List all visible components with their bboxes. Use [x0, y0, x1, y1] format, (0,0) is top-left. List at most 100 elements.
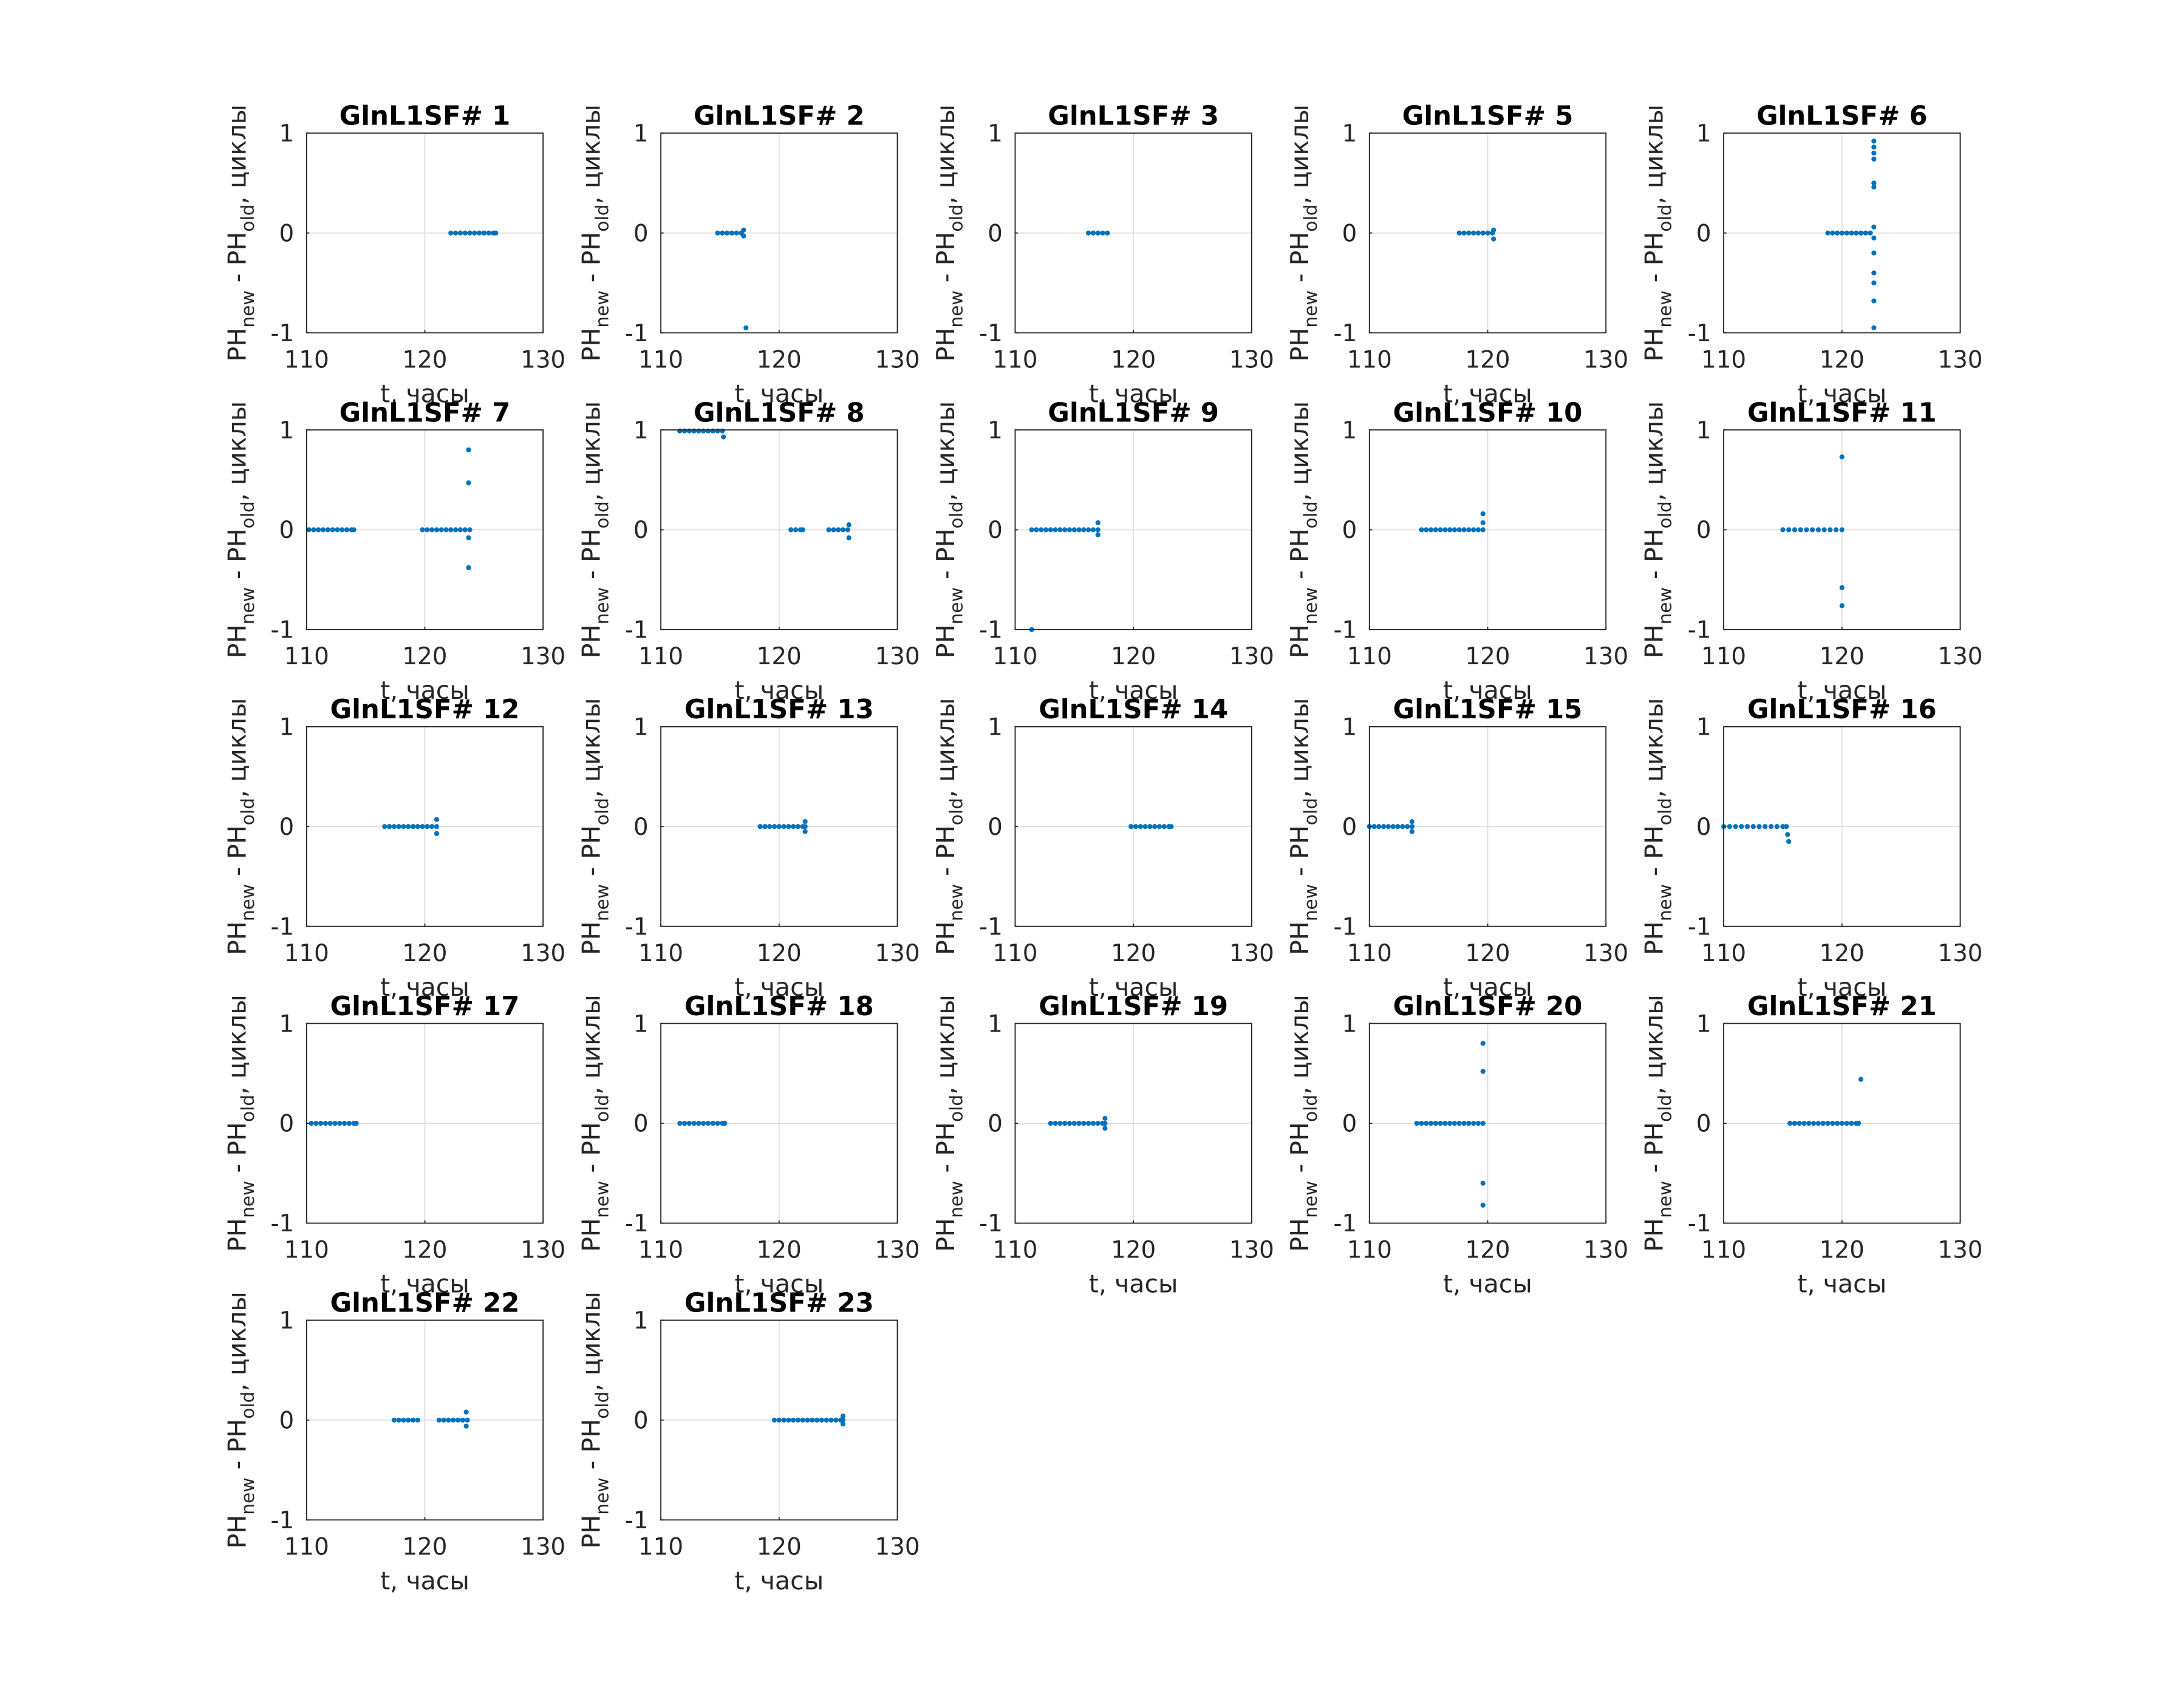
y-tick-label: -1: [1688, 617, 1712, 644]
scatter-point: [476, 230, 482, 236]
y-tick-label: 0: [1696, 1111, 1712, 1138]
y-label-subscript: old: [237, 501, 259, 528]
scatter-point: [472, 230, 477, 236]
scatter-point: [1854, 230, 1859, 236]
subplot-title: GlnL1SF# 18: [684, 992, 874, 1022]
x-tick-label: 110: [992, 940, 1037, 967]
subplot: 110 120 130 -1 0 1 t, часы PHnew - PHold, циклы…: [577, 695, 920, 1002]
x-tick-label: 110: [992, 643, 1037, 670]
x-tick-label: 130: [521, 1533, 565, 1560]
scatter-point: [1839, 527, 1845, 532]
x-axis-label: t, часы: [734, 1270, 824, 1299]
subplot-title: GlnL1SF# 1: [340, 101, 511, 132]
y-tick-label: 1: [1342, 1010, 1357, 1038]
scatter-point: [741, 233, 746, 239]
scatter-point: [1780, 824, 1786, 829]
scatter-point: [1419, 527, 1424, 532]
scatter-point: [1409, 824, 1415, 829]
x-axis-label: t, часы: [734, 1566, 824, 1595]
subplot-title: GlnL1SF# 9: [1048, 398, 1219, 428]
y-label-part: PH: [222, 1515, 251, 1549]
x-tick-label: 110: [284, 940, 329, 967]
y-label-part: PH: [222, 625, 251, 659]
scatter-point: [1428, 1120, 1434, 1126]
scatter-point: [1825, 1120, 1831, 1126]
y-label-part: - PH: [222, 1122, 251, 1181]
scatter-point: [771, 824, 777, 829]
subplot: 110 120 130 -1 0 1 t, часы PHnew - PHold, циклы…: [577, 398, 920, 705]
x-axis-label: t, часы: [1797, 676, 1886, 705]
scatter-point: [1871, 156, 1877, 162]
scatter-point: [1825, 230, 1831, 236]
scatter-point: [776, 824, 782, 829]
x-tick-label: 130: [1937, 1237, 1982, 1264]
scatter-point: [481, 230, 486, 236]
scatter-point: [788, 527, 794, 532]
subplot: 110 120 130 -1 0 1 t, часы PHnew - PHold, циклы…: [931, 695, 1274, 1002]
scatter-point: [1830, 230, 1835, 236]
scatter-point: [828, 1417, 834, 1423]
scatter-point: [351, 527, 357, 532]
scatter-point: [466, 447, 471, 453]
y-label-part: PH: [577, 1515, 606, 1549]
scatter-point: [1456, 527, 1462, 532]
scatter-point: [1792, 527, 1798, 532]
scatter-point: [1470, 1120, 1476, 1126]
scatter-point: [1871, 280, 1877, 286]
y-label-subscript: new: [1300, 884, 1322, 921]
y-tick-label: 1: [1342, 120, 1357, 148]
subplot: 110 120 130 -1 0 1 t, часы PHnew - PHold, циклы…: [1285, 398, 1628, 705]
y-axis-label: PHnew - PHold, циклы: [1640, 995, 1676, 1251]
y-label-subscript: old: [946, 1095, 968, 1122]
x-tick-label: 130: [521, 1237, 565, 1264]
scatter-point: [466, 535, 471, 540]
y-label-part: - PH: [577, 528, 606, 587]
y-tick-label: 0: [1342, 1111, 1357, 1138]
x-tick-label: 130: [1583, 940, 1628, 967]
scatter-point: [691, 1120, 697, 1126]
scatter-point: [1090, 527, 1096, 532]
subplot-title: GlnL1SF# 14: [1039, 695, 1228, 725]
scatter-point: [1480, 1041, 1486, 1046]
scatter-point: [1839, 230, 1845, 236]
x-tick-label: 130: [1937, 940, 1982, 967]
y-tick-label: 0: [988, 1111, 1003, 1138]
y-label-part: - PH: [1285, 528, 1314, 587]
subplot: 110 120 130 -1 0 1 t, часы PHnew - PHold, циклы…: [1640, 695, 1983, 1002]
y-label-part: PH: [931, 328, 960, 362]
y-axis-label: PHnew - PHold, циклы: [931, 104, 968, 361]
scatter-point: [1456, 1120, 1462, 1126]
y-label-part: , циклы: [1285, 401, 1314, 501]
x-axis-label: t, часы: [1089, 973, 1178, 1002]
x-tick-label: 120: [1820, 346, 1865, 373]
scatter-point: [1797, 1120, 1802, 1126]
scatter-point: [401, 1417, 406, 1423]
y-tick-label: 0: [1342, 517, 1357, 544]
scatter-point: [441, 1417, 446, 1423]
scatter-point: [1780, 527, 1786, 532]
scatter-point: [819, 1417, 825, 1423]
x-tick-label: 120: [757, 643, 802, 670]
scatter-point: [1461, 230, 1467, 236]
y-tick-label: 0: [1696, 220, 1712, 247]
y-tick-label: 0: [988, 220, 1003, 247]
scatter-point: [1152, 824, 1158, 829]
subplot: 110 120 130 -1 0 1 t, часы PHnew - PHold, циклы…: [1640, 101, 1983, 409]
scatter-point: [1801, 1120, 1807, 1126]
x-axis-label: t, часы: [734, 379, 824, 408]
subplot: 110 120 130 -1 0 1 t, часы PHnew - PHold, циклы…: [222, 398, 565, 705]
scatter-point: [1858, 230, 1864, 236]
scatter-point: [840, 1417, 846, 1423]
scatter-point: [457, 230, 463, 236]
scatter-point: [452, 230, 459, 236]
scatter-point: [466, 565, 471, 571]
y-tick-label: -1: [270, 1507, 294, 1534]
y-tick-label: 1: [1342, 714, 1357, 741]
x-tick-label: 130: [875, 1533, 920, 1560]
scatter-point: [1424, 1120, 1429, 1126]
scatter-point: [1452, 527, 1458, 532]
y-axis-label: PHnew - PHold, циклы: [1640, 104, 1676, 361]
scatter-point: [1470, 527, 1476, 532]
scatter-point: [720, 428, 725, 434]
scatter-point: [1480, 1120, 1486, 1126]
